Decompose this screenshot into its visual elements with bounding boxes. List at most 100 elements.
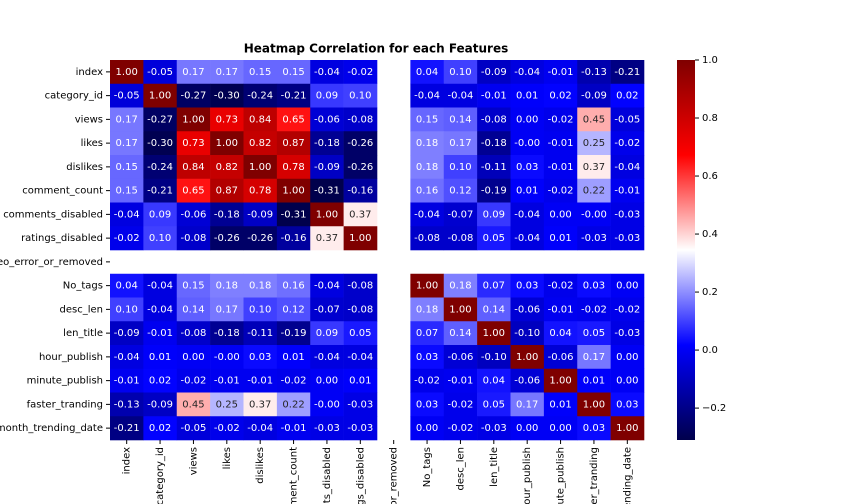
heatmap-cell <box>543 345 578 370</box>
heatmap-cell <box>210 345 244 370</box>
x-tick-label: dislikes <box>255 447 266 484</box>
heatmap-cell <box>276 345 311 370</box>
heatmap-cell <box>276 368 311 393</box>
cell-label: -0.21 <box>614 67 640 78</box>
heatmap-cell <box>343 297 378 322</box>
cell-label: -0.26 <box>347 138 373 149</box>
heatmap-cell <box>510 273 545 298</box>
cell-label: 0.65 <box>282 114 304 125</box>
heatmap-cell <box>610 83 645 108</box>
y-tick-label: No_tags <box>63 281 103 292</box>
heatmap-cell <box>510 368 545 393</box>
heatmap-cell <box>210 202 244 227</box>
cell-label: 0.84 <box>249 114 271 125</box>
heatmap-cell <box>210 226 244 251</box>
cell-label: 0.03 <box>416 352 438 363</box>
heatmap-cell <box>410 273 445 298</box>
heatmap-cell <box>243 131 278 156</box>
cell-label: -0.02 <box>548 281 574 292</box>
cell-label: -0.03 <box>347 399 373 410</box>
heatmap-cell <box>110 297 144 322</box>
heatmap-cell <box>577 107 611 132</box>
x-tick-label: comment_count <box>289 447 300 504</box>
cell-label: 1.00 <box>216 138 238 149</box>
heatmap-cell <box>243 368 278 393</box>
heatmap-cell <box>543 226 578 251</box>
cell-label: -0.04 <box>114 352 140 363</box>
cell-label: 0.01 <box>149 352 171 363</box>
cell-label: 0.15 <box>416 114 438 125</box>
y-tick-label: month_trending_date <box>0 423 103 434</box>
cell-label: -0.02 <box>214 423 240 434</box>
heatmap-cell <box>110 60 144 85</box>
heatmap-cell <box>410 226 445 251</box>
cell-label: -0.01 <box>247 376 273 387</box>
cell-label: -0.01 <box>614 186 640 197</box>
heatmap-cell <box>410 131 445 156</box>
cell-label: 0.22 <box>583 186 605 197</box>
cell-label: -0.04 <box>147 281 173 292</box>
heatmap-cell <box>143 60 178 85</box>
cell-label: 0.12 <box>282 304 304 315</box>
cell-label: 0.02 <box>549 91 571 102</box>
heatmap-cell <box>110 178 144 203</box>
heatmap-cell <box>577 155 611 180</box>
cell-label: 0.15 <box>282 67 304 78</box>
cell-label: -0.01 <box>214 376 240 387</box>
cell-label: 0.18 <box>416 138 438 149</box>
heatmap-cell <box>477 155 511 180</box>
cell-label: -0.31 <box>314 186 340 197</box>
heatmap-cell <box>543 107 578 132</box>
cell-label: 0.37 <box>583 162 605 173</box>
heatmap-cell <box>310 226 344 251</box>
cell-label: -0.04 <box>614 162 640 173</box>
cell-label: -0.01 <box>548 138 574 149</box>
heatmap-cell <box>176 368 211 393</box>
heatmap-cell <box>210 273 244 298</box>
y-tick-label: minute_publish <box>27 376 103 387</box>
heatmap-cell <box>210 83 244 108</box>
cell-label: -0.06 <box>514 304 540 315</box>
heatmap-cell <box>510 107 545 132</box>
cell-label: 0.14 <box>182 304 204 315</box>
heatmap-cell <box>110 107 144 132</box>
cell-label: 1.00 <box>349 233 371 244</box>
cell-label: -0.00 <box>514 138 540 149</box>
heatmap-cell <box>610 416 645 441</box>
cell-label: 1.00 <box>449 304 471 315</box>
heatmap-cell <box>143 321 178 346</box>
heatmap-cell <box>343 321 378 346</box>
heatmap-cell <box>143 131 178 156</box>
heatmap-cell <box>477 83 511 108</box>
heatmap-cell <box>343 131 378 156</box>
heatmap-cell <box>110 345 144 370</box>
cell-label: 0.00 <box>549 209 571 220</box>
colorbar-tick-label: 0.4 <box>702 229 718 240</box>
cell-label: -0.13 <box>581 67 607 78</box>
cell-label: -0.04 <box>514 209 540 220</box>
heatmap-cell <box>176 345 211 370</box>
heatmap-cell <box>543 273 578 298</box>
heatmap-cell <box>343 83 378 108</box>
heatmap-cell <box>143 297 178 322</box>
heatmap-cell <box>510 345 545 370</box>
heatmap-cell <box>577 202 611 227</box>
cell-label: 0.10 <box>449 162 471 173</box>
heatmap-cell <box>343 60 378 85</box>
cell-label: 0.03 <box>583 423 605 434</box>
cell-label: -0.18 <box>481 138 507 149</box>
cell-label: 1.00 <box>583 399 605 410</box>
cell-label: 0.78 <box>282 162 304 173</box>
cell-label: 1.00 <box>282 186 304 197</box>
heatmap-cell <box>143 226 178 251</box>
heatmap-cell <box>510 202 545 227</box>
cell-label: 0.84 <box>182 162 204 173</box>
cell-label: 0.37 <box>349 209 371 220</box>
cell-label: 1.00 <box>149 91 171 102</box>
heatmap-cell <box>410 107 445 132</box>
heatmap-cell <box>276 178 311 203</box>
cell-label: 0.65 <box>182 186 204 197</box>
cell-label: 0.14 <box>449 328 471 339</box>
cell-label: 0.87 <box>216 186 238 197</box>
heatmap-cell <box>310 273 344 298</box>
